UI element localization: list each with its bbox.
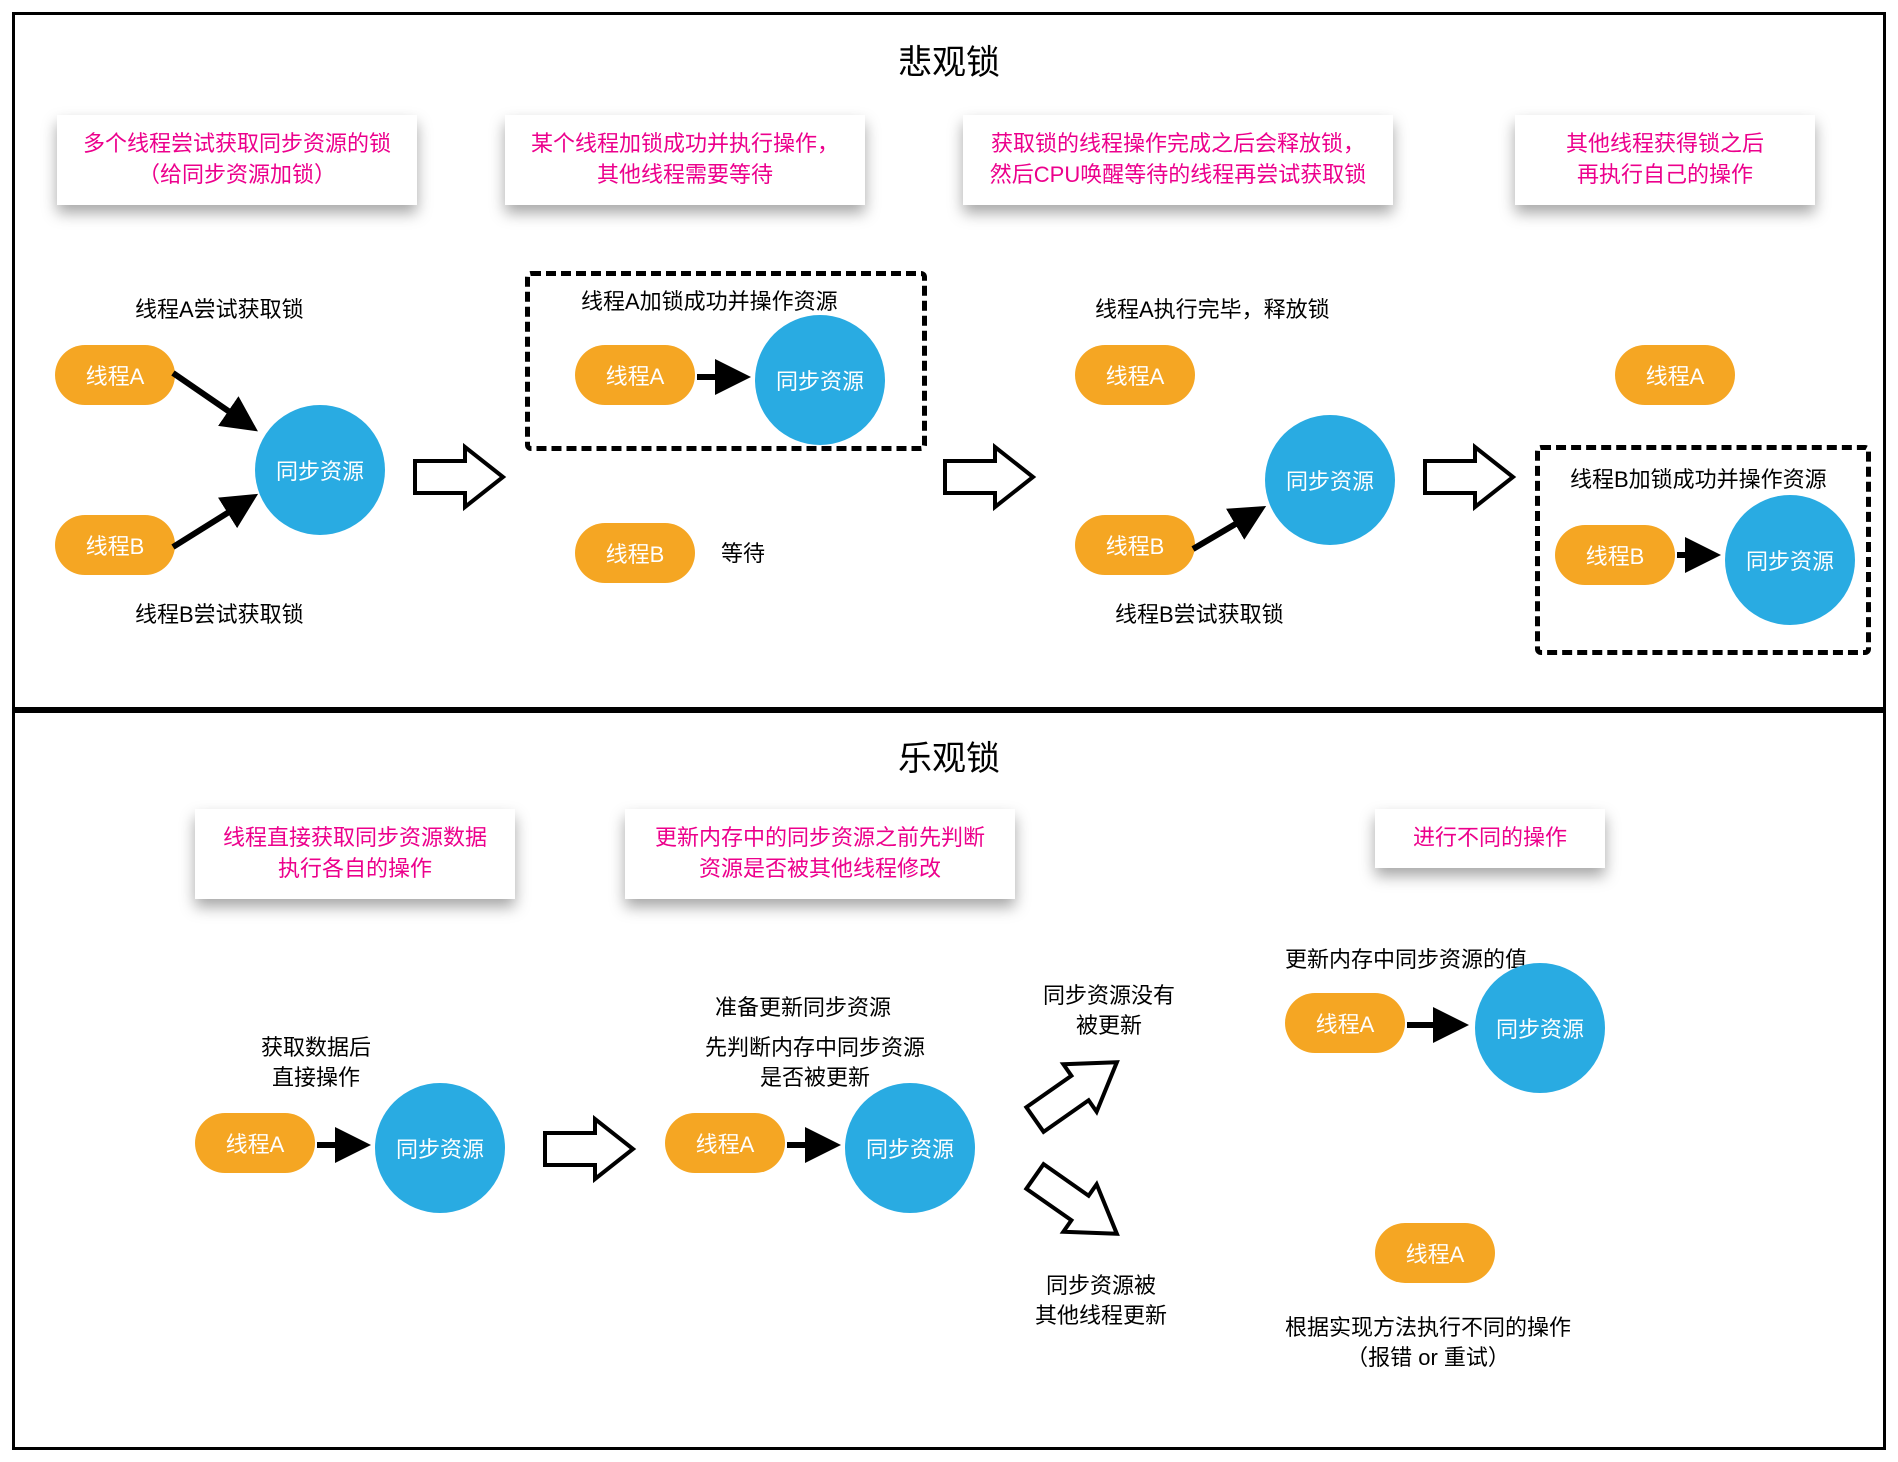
card-o2-l1: 更新内存中的同步资源之前先判断 — [655, 825, 985, 850]
bigarrow-branch-down — [1025, 1163, 1135, 1253]
node-o1-threadA: 线程A — [195, 1113, 315, 1173]
card-p4-l2: 再执行自己的操作 — [1577, 162, 1753, 187]
node-o3b-threadA: 线程A — [1375, 1223, 1495, 1283]
node-p3-threadA: 线程A — [1075, 345, 1195, 405]
node-p1-threadA: 线程A — [55, 345, 175, 405]
panel-optimistic: 乐观锁 线程直接获取同步资源数据 执行各自的操作 更新内存中的同步资源之前先判断… — [12, 710, 1886, 1450]
label-branch-down: 同步资源被 其他线程更新 — [1035, 1271, 1167, 1330]
node-p3-res: 同步资源 — [1265, 415, 1395, 545]
card-o1-l1: 线程直接获取同步资源数据 — [223, 825, 487, 850]
card-p3: 获取锁的线程操作完成之后会释放锁， 然后CPU唤醒等待的线程再尝试获取锁 — [963, 115, 1393, 205]
arrow-o2 — [787, 1135, 847, 1155]
label-p3-bot: 线程B尝试获取锁 — [1115, 600, 1284, 630]
arrow-o1 — [317, 1135, 377, 1155]
node-p2-threadB: 线程B — [575, 523, 695, 583]
bigarrow-branch-up — [1025, 1043, 1135, 1133]
diagram-root: 悲观锁 多个线程尝试获取同步资源的锁 （给同步资源加锁） 某个线程加锁成功并执行… — [0, 0, 1898, 1462]
node-o1-res: 同步资源 — [375, 1083, 505, 1213]
label-p4-box: 线程B加锁成功并操作资源 — [1570, 465, 1827, 495]
label-o3b: 根据实现方法执行不同的操作 （报错 or 重试） — [1285, 1313, 1571, 1372]
card-p1-l1: 多个线程尝试获取同步资源的锁 — [83, 131, 391, 156]
label-p2-wait: 等待 — [721, 539, 765, 569]
arrow-p2-inner — [697, 367, 757, 387]
label-o3a: 更新内存中同步资源的值 — [1285, 945, 1527, 975]
card-o3: 进行不同的操作 — [1375, 809, 1605, 868]
node-p3-threadB: 线程B — [1075, 515, 1195, 575]
card-p3-l2: 然后CPU唤醒等待的线程再尝试获取锁 — [990, 162, 1366, 187]
card-p4: 其他线程获得锁之后 再执行自己的操作 — [1515, 115, 1815, 205]
node-o3a-res: 同步资源 — [1475, 963, 1605, 1093]
card-o2: 更新内存中的同步资源之前先判断 资源是否被其他线程修改 — [625, 809, 1015, 899]
card-p1-l2: （给同步资源加锁） — [138, 162, 336, 187]
node-p4-threadA: 线程A — [1615, 345, 1735, 405]
arrow-p3b — [1193, 505, 1283, 565]
card-p2: 某个线程加锁成功并执行操作， 其他线程需要等待 — [505, 115, 865, 205]
title-optimistic: 乐观锁 — [15, 731, 1883, 780]
card-o1-l2: 执行各自的操作 — [278, 856, 432, 881]
bigarrow-o1 — [545, 1119, 635, 1179]
panel-pessimistic: 悲观锁 多个线程尝试获取同步资源的锁 （给同步资源加锁） 某个线程加锁成功并执行… — [12, 12, 1886, 710]
bigarrow-p3 — [1425, 447, 1515, 507]
label-branch-up: 同步资源没有 被更新 — [1043, 981, 1175, 1040]
card-o2-l2: 资源是否被其他线程修改 — [699, 856, 941, 881]
card-p2-l2: 其他线程需要等待 — [597, 162, 773, 187]
node-p4-res: 同步资源 — [1725, 495, 1855, 625]
label-p2-top: 线程A加锁成功并操作资源 — [581, 287, 838, 317]
label-o1: 获取数据后 直接操作 — [261, 1033, 371, 1092]
arrow-o3a — [1407, 1015, 1477, 1035]
node-p2-threadA: 线程A — [575, 345, 695, 405]
label-o2-mid: 先判断内存中同步资源 是否被更新 — [705, 1033, 925, 1092]
label-p1b: 线程B尝试获取锁 — [135, 600, 304, 630]
label-p3-top: 线程A执行完毕，释放锁 — [1095, 295, 1330, 325]
node-p1-threadB: 线程B — [55, 515, 175, 575]
card-p2-l1: 某个线程加锁成功并执行操作， — [531, 131, 839, 156]
bigarrow-p1 — [415, 447, 505, 507]
card-p3-l1: 获取锁的线程操作完成之后会释放锁， — [991, 131, 1365, 156]
arrow-p1a — [173, 373, 283, 453]
node-p4-threadB: 线程B — [1555, 525, 1675, 585]
bigarrow-p2 — [945, 447, 1035, 507]
node-o2-threadA: 线程A — [665, 1113, 785, 1173]
node-o3a-threadA: 线程A — [1285, 993, 1405, 1053]
arrow-p1b — [173, 487, 283, 567]
card-o3-l1: 进行不同的操作 — [1413, 825, 1567, 850]
title-pessimistic: 悲观锁 — [15, 35, 1883, 84]
node-p2-res: 同步资源 — [755, 315, 885, 445]
arrow-p4-inner — [1677, 545, 1727, 565]
label-p1a: 线程A尝试获取锁 — [135, 295, 304, 325]
label-o2-top: 准备更新同步资源 — [715, 993, 891, 1023]
card-p4-l1: 其他线程获得锁之后 — [1566, 131, 1764, 156]
node-o2-res: 同步资源 — [845, 1083, 975, 1213]
card-o1: 线程直接获取同步资源数据 执行各自的操作 — [195, 809, 515, 899]
card-p1: 多个线程尝试获取同步资源的锁 （给同步资源加锁） — [57, 115, 417, 205]
